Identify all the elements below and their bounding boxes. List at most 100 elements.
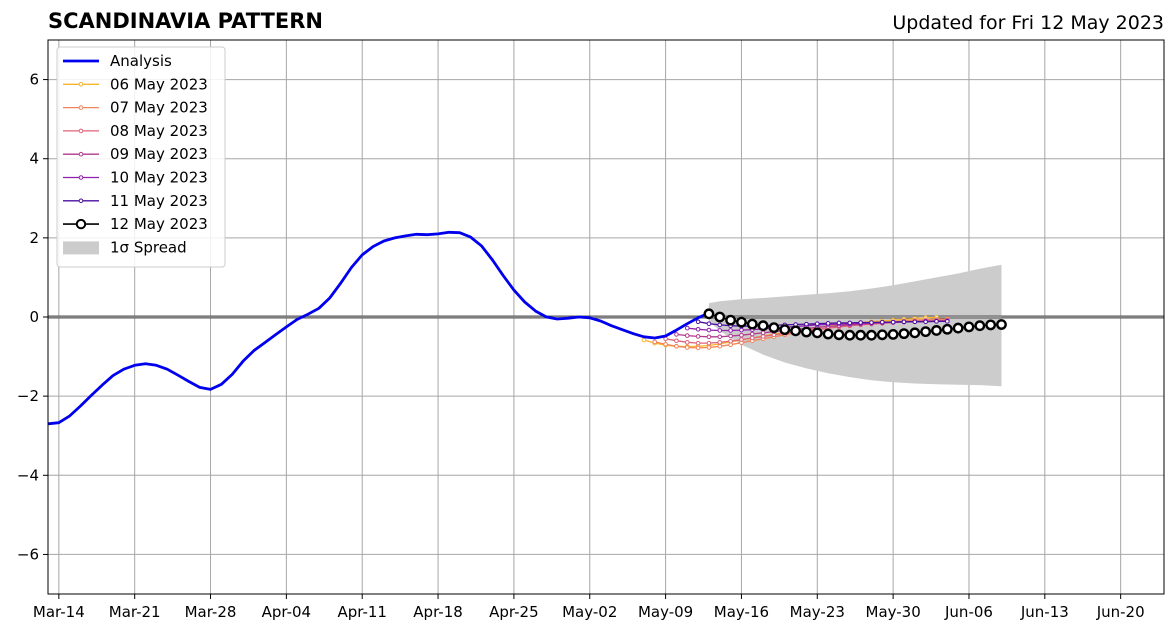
legend-item: 1σ Spread (63, 238, 187, 256)
forecast-point (804, 321, 809, 327)
legend-item: 09 May 2023 (63, 145, 208, 163)
current-forecast-point (811, 327, 823, 339)
current-forecast-point (855, 329, 867, 341)
chart-title: SCANDINAVIA PATTERN (48, 9, 323, 33)
legend-label: 09 May 2023 (110, 145, 208, 163)
forecast-point (674, 338, 679, 344)
current-forecast-point (736, 316, 747, 328)
forecast-point (858, 320, 863, 325)
current-forecast-point (801, 326, 812, 338)
legend-marker (78, 175, 84, 180)
forecast-line (643, 316, 937, 348)
forecast-point (847, 320, 853, 326)
current-forecast-point (876, 329, 888, 341)
y-tick-label: −2 (17, 387, 39, 405)
x-tick-label: May-30 (866, 603, 921, 621)
legend-swatch (63, 241, 99, 255)
forecast-point (739, 332, 744, 338)
forecast-point (728, 338, 733, 344)
forecast-point (739, 327, 744, 333)
x-tick-label: Mar-14 (33, 603, 85, 621)
current-forecast-point (952, 322, 964, 334)
legend-marker (78, 151, 84, 157)
legend-item: 12 May 2023 (63, 215, 208, 233)
grid (48, 40, 1164, 594)
y-tick-label: 2 (29, 229, 39, 247)
current-forecast-point (779, 324, 791, 336)
forecast-point (836, 320, 842, 326)
forecast-point (684, 333, 690, 338)
forecast-point (934, 319, 939, 324)
forecast-point (760, 330, 766, 336)
legend-item: 06 May 2023 (63, 75, 208, 93)
x-tick-label: May-02 (562, 603, 617, 621)
legend-label: 11 May 2023 (110, 192, 208, 210)
x-tick-label: Apr-04 (262, 603, 312, 621)
forecast-point (695, 326, 701, 332)
forecast-point (706, 321, 712, 327)
x-tick-label: May-23 (790, 603, 845, 621)
forecast-point (749, 335, 755, 341)
forecast-point (695, 334, 701, 339)
forecast-point (901, 319, 907, 325)
forecast-point (706, 345, 712, 350)
x-tick-label: Apr-11 (337, 603, 387, 621)
forecast-point (879, 319, 885, 325)
current-forecast-point (703, 308, 715, 320)
forecast-point (695, 340, 701, 346)
legend-marker (75, 218, 87, 230)
forecast-point (760, 334, 766, 339)
current-forecast-series (703, 308, 1007, 341)
forecast-point (912, 319, 918, 325)
current-forecast-point (974, 320, 986, 332)
legend-label: 10 May 2023 (110, 169, 208, 187)
forecast-point (717, 340, 723, 345)
y-tick-label: −4 (17, 466, 39, 484)
current-forecast-point (757, 320, 769, 332)
current-forecast-point (898, 328, 910, 340)
x-tick-label: May-16 (714, 603, 769, 621)
current-forecast-point (909, 327, 921, 339)
legend-label: 08 May 2023 (110, 122, 208, 140)
x-tick-label: Jun-13 (1020, 603, 1069, 621)
forecast-point (684, 325, 690, 331)
legend-label: 1σ Spread (110, 238, 187, 256)
current-forecast-point (941, 323, 953, 335)
forecast-point (684, 340, 690, 345)
y-tick-label: 4 (29, 150, 39, 168)
y-tick-label: 6 (29, 71, 39, 89)
forecast-point (869, 320, 874, 325)
forecast-point (684, 345, 690, 350)
forecast-point (706, 340, 712, 346)
current-forecast-point (768, 322, 780, 334)
legend-label: 07 May 2023 (110, 99, 208, 117)
legend-marker (78, 198, 84, 204)
current-forecast-point (746, 318, 758, 330)
x-tick-label: May-09 (638, 603, 693, 621)
forecast-point (706, 334, 712, 340)
forecast-point (728, 333, 733, 339)
forecast-point (814, 321, 820, 327)
forecast-point (717, 343, 723, 349)
forecast-point (825, 321, 831, 326)
forecast-point (749, 331, 755, 337)
x-tick-label: Jun-20 (1096, 603, 1145, 621)
forecast-point (674, 332, 679, 337)
current-forecast-point (822, 328, 834, 340)
legend-item: Analysis (63, 52, 172, 70)
current-forecast-point (833, 329, 845, 341)
legend-item: 08 May 2023 (63, 122, 208, 140)
forecast-point (890, 319, 896, 325)
legend-marker (78, 128, 84, 134)
forecast-point (663, 342, 668, 347)
current-forecast-line (708, 313, 1002, 337)
forecast-point (728, 342, 733, 348)
forecast-point (717, 334, 723, 340)
legend-label: 12 May 2023 (110, 215, 208, 233)
current-forecast-point (887, 329, 899, 340)
forecast-point (945, 319, 950, 324)
current-forecast-point (985, 319, 997, 331)
forecast-point (652, 339, 658, 345)
current-forecast-point (866, 329, 877, 341)
